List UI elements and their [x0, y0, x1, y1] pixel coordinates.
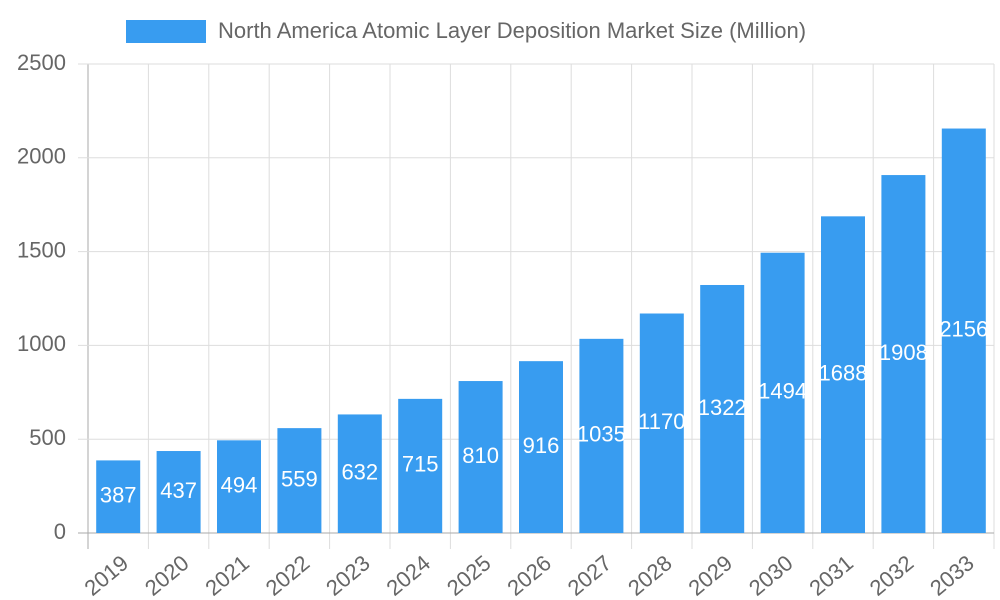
- legend-swatch: [126, 20, 206, 43]
- bar: [639, 313, 684, 533]
- bar: [941, 128, 986, 533]
- x-tick-label: 2019: [80, 550, 134, 600]
- data-label: 494: [221, 472, 258, 497]
- bar: [579, 338, 624, 533]
- bar: [821, 216, 865, 533]
- x-tick-label: 2022: [261, 550, 315, 600]
- data-label: 1494: [758, 379, 807, 404]
- y-tick-label: 0: [54, 519, 66, 544]
- y-tick-label: 500: [29, 425, 66, 450]
- data-label: 1035: [577, 422, 626, 447]
- bar: [700, 284, 745, 533]
- data-label: 1170: [638, 409, 685, 434]
- bar: [277, 428, 322, 533]
- bar: [519, 361, 563, 533]
- bar: [760, 252, 805, 534]
- y-tick-label: 1500: [17, 237, 66, 262]
- bar: [156, 451, 201, 533]
- x-tick-label: 2026: [502, 550, 556, 600]
- y-tick-label: 1000: [17, 331, 66, 356]
- x-tick-label: 2021: [200, 550, 254, 600]
- data-label: 1688: [819, 360, 868, 385]
- bar: [217, 440, 261, 533]
- x-tick-label: 2033: [925, 550, 979, 600]
- x-tick-label: 2020: [140, 550, 194, 600]
- data-label: 1908: [879, 340, 928, 365]
- bar: [398, 398, 443, 533]
- data-label: 810: [462, 443, 499, 468]
- data-label: 632: [341, 460, 378, 485]
- data-label: 715: [402, 452, 439, 477]
- x-tick-label: 2030: [744, 550, 798, 600]
- x-tick-label: 2024: [382, 550, 436, 600]
- data-label: 2156: [939, 317, 988, 342]
- bar: [458, 381, 503, 533]
- bar: [337, 414, 382, 533]
- y-tick-label: 2500: [17, 50, 66, 75]
- x-tick-label: 2025: [442, 550, 496, 600]
- data-label: 1322: [698, 395, 747, 420]
- x-tick-label: 2027: [563, 550, 617, 600]
- y-tick-label: 2000: [17, 144, 66, 169]
- bar: [881, 175, 926, 533]
- x-tick-label: 2029: [684, 550, 738, 600]
- x-tick-label: 2031: [804, 550, 858, 600]
- x-tick-label: 2032: [865, 550, 919, 600]
- x-tick-label: 2028: [623, 550, 677, 600]
- data-label: 916: [523, 433, 560, 458]
- data-label: 387: [100, 483, 137, 508]
- bar: [96, 460, 141, 533]
- data-label: 437: [160, 478, 197, 503]
- data-label: 559: [281, 466, 318, 491]
- legend-label: North America Atomic Layer Deposition Ma…: [218, 18, 806, 43]
- x-tick-label: 2023: [321, 550, 375, 600]
